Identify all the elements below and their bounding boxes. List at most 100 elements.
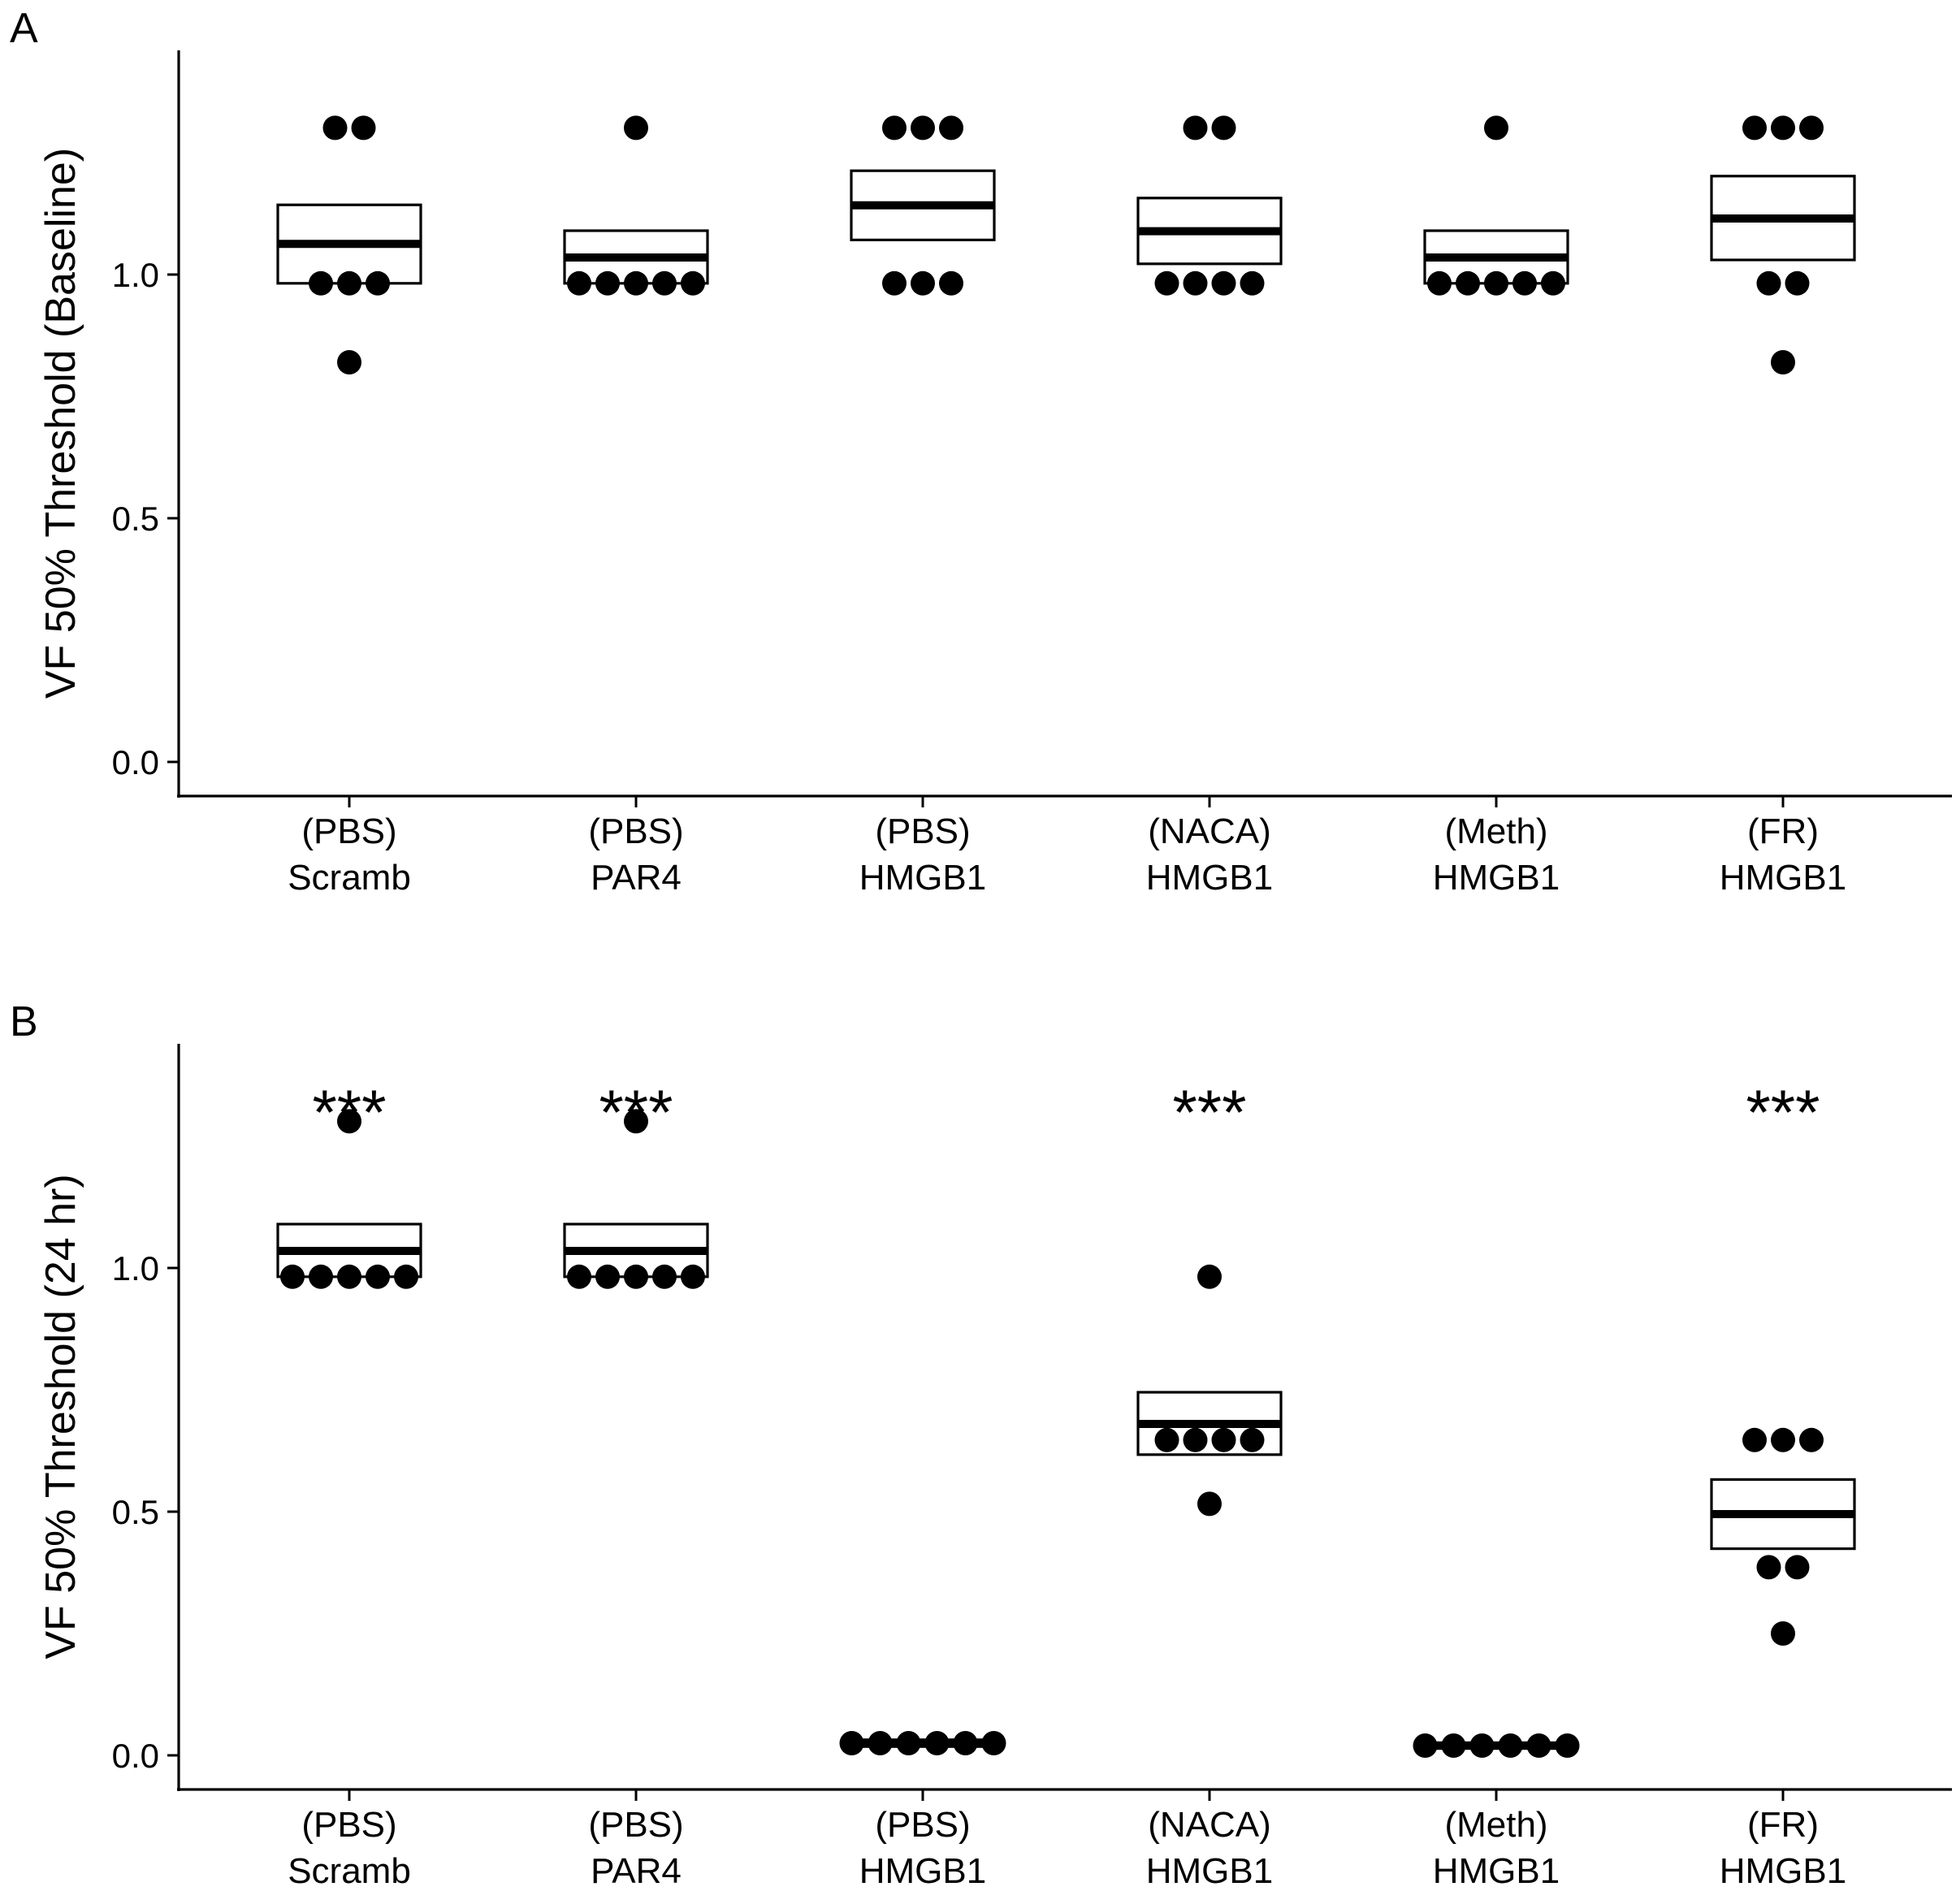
data-point xyxy=(1799,1427,1824,1452)
y-axis-label: VF 50% Threshold (Baseline) xyxy=(37,148,84,699)
data-point xyxy=(322,115,348,141)
data-point xyxy=(1183,1427,1208,1452)
data-point xyxy=(882,115,907,141)
data-point xyxy=(337,1264,361,1289)
group-0: (PBS) Scramb xyxy=(276,115,422,898)
data-point xyxy=(1183,270,1208,296)
data-point xyxy=(882,270,907,296)
data-point xyxy=(394,1264,418,1289)
group-2: (PBS) HMGB1 xyxy=(850,115,996,898)
group-4: (Meth) HMGB1 xyxy=(1423,115,1569,898)
data-point xyxy=(1771,1621,1795,1646)
x-tick-label-line1: (Meth) xyxy=(1444,811,1547,851)
group-4: (Meth) HMGB1 xyxy=(1413,1733,1580,1891)
data-point xyxy=(652,270,677,296)
x-tick-label-line1: (PBS) xyxy=(588,1805,683,1845)
data-point xyxy=(939,270,963,296)
data-point xyxy=(624,115,648,141)
data-point xyxy=(1484,115,1508,141)
panel-B: B 0.0 0.5 1.0 VF 50% Threshold (24 hr) (PBS) S… xyxy=(10,998,1952,1891)
data-point xyxy=(1197,1491,1222,1517)
x-tick-label-line2: HMGB1 xyxy=(1146,1851,1273,1891)
group-3: (NACA) HMGB1 *** xyxy=(1136,1076,1283,1891)
data-point xyxy=(1512,270,1537,296)
panel-letter: B xyxy=(10,998,38,1045)
x-tick-label-line1: (PBS) xyxy=(875,811,970,851)
data-point xyxy=(1756,270,1781,296)
data-point xyxy=(366,270,390,296)
group-5: (FR) HMGB1 xyxy=(1710,115,1856,898)
data-point xyxy=(1456,270,1480,296)
y-tick-label: 0.0 xyxy=(112,743,159,781)
data-point xyxy=(567,1264,591,1289)
y-axis-label: VF 50% Threshold (24 hr) xyxy=(37,1174,84,1659)
data-point xyxy=(1541,270,1565,296)
data-point xyxy=(624,1264,648,1289)
data-point xyxy=(911,115,935,141)
significance-stars: *** xyxy=(1746,1076,1820,1148)
data-point xyxy=(624,1109,648,1134)
data-point xyxy=(366,1264,390,1289)
x-tick-label-line2: PAR4 xyxy=(591,858,682,898)
data-point xyxy=(1785,1555,1810,1580)
x-tick-label-line2: HMGB1 xyxy=(1433,1851,1560,1891)
x-tick-label-line1: (PBS) xyxy=(588,811,683,851)
data-point xyxy=(1742,115,1767,141)
x-tick-label-line1: (Meth) xyxy=(1444,1805,1547,1845)
group-5: (FR) HMGB1 *** xyxy=(1710,1076,1856,1891)
data-point xyxy=(1771,350,1795,374)
group-1: (PBS) PAR4 *** xyxy=(563,1076,709,1891)
data-point xyxy=(337,350,361,374)
x-tick-label-line2: Scramb xyxy=(288,1851,411,1891)
data-point xyxy=(1771,1427,1795,1452)
x-tick-label-line2: HMGB1 xyxy=(1720,858,1846,898)
x-tick-label-line1: (PBS) xyxy=(301,811,396,851)
panel-A: A 0.0 0.5 1.0 VF 50% Threshold (Baseline) (PB… xyxy=(10,5,1952,898)
data-point xyxy=(1756,1555,1781,1580)
data-point xyxy=(911,270,935,296)
y-tick-label: 1.0 xyxy=(112,1249,159,1287)
data-point xyxy=(1771,115,1795,141)
data-point xyxy=(1484,270,1508,296)
x-tick-label-line2: PAR4 xyxy=(591,1851,682,1891)
x-tick-label-line1: (NACA) xyxy=(1148,811,1271,851)
data-point xyxy=(1211,1427,1236,1452)
data-point xyxy=(681,1264,705,1289)
y-tick-label: 0.5 xyxy=(112,500,159,538)
x-tick-label-line2: Scramb xyxy=(288,858,411,898)
x-tick-label-line1: (PBS) xyxy=(301,1805,396,1845)
data-point xyxy=(1785,270,1810,296)
significance-stars: *** xyxy=(599,1076,673,1148)
data-point xyxy=(1211,270,1236,296)
significance-stars: *** xyxy=(1172,1076,1246,1148)
data-point xyxy=(337,270,361,296)
y-tick-label: 0.5 xyxy=(112,1493,159,1531)
data-point xyxy=(652,1264,677,1289)
data-point xyxy=(681,270,705,296)
data-point xyxy=(595,270,620,296)
data-point xyxy=(567,270,591,296)
data-point xyxy=(280,1264,305,1289)
data-point xyxy=(309,270,333,296)
x-tick-label-line2: HMGB1 xyxy=(1720,1851,1846,1891)
data-point xyxy=(939,115,963,141)
group-2: (PBS) HMGB1 xyxy=(839,1731,1006,1891)
data-point xyxy=(1183,115,1208,141)
x-tick-label-line2: HMGB1 xyxy=(859,858,986,898)
data-point xyxy=(1154,270,1179,296)
data-point xyxy=(1427,270,1452,296)
x-tick-label-line1: (FR) xyxy=(1747,1805,1819,1845)
y-tick-label: 1.0 xyxy=(112,256,159,294)
group-3: (NACA) HMGB1 xyxy=(1136,115,1283,898)
x-tick-label-line2: HMGB1 xyxy=(1146,858,1273,898)
data-point xyxy=(1240,270,1265,296)
group-1: (PBS) PAR4 xyxy=(563,115,709,898)
group-0: (PBS) Scramb *** xyxy=(276,1076,422,1891)
data-point xyxy=(1154,1427,1179,1452)
data-point xyxy=(1799,115,1824,141)
data-point xyxy=(1211,115,1236,141)
data-point xyxy=(595,1264,620,1289)
significance-stars: *** xyxy=(312,1076,386,1148)
x-tick-label-line2: HMGB1 xyxy=(1433,858,1560,898)
